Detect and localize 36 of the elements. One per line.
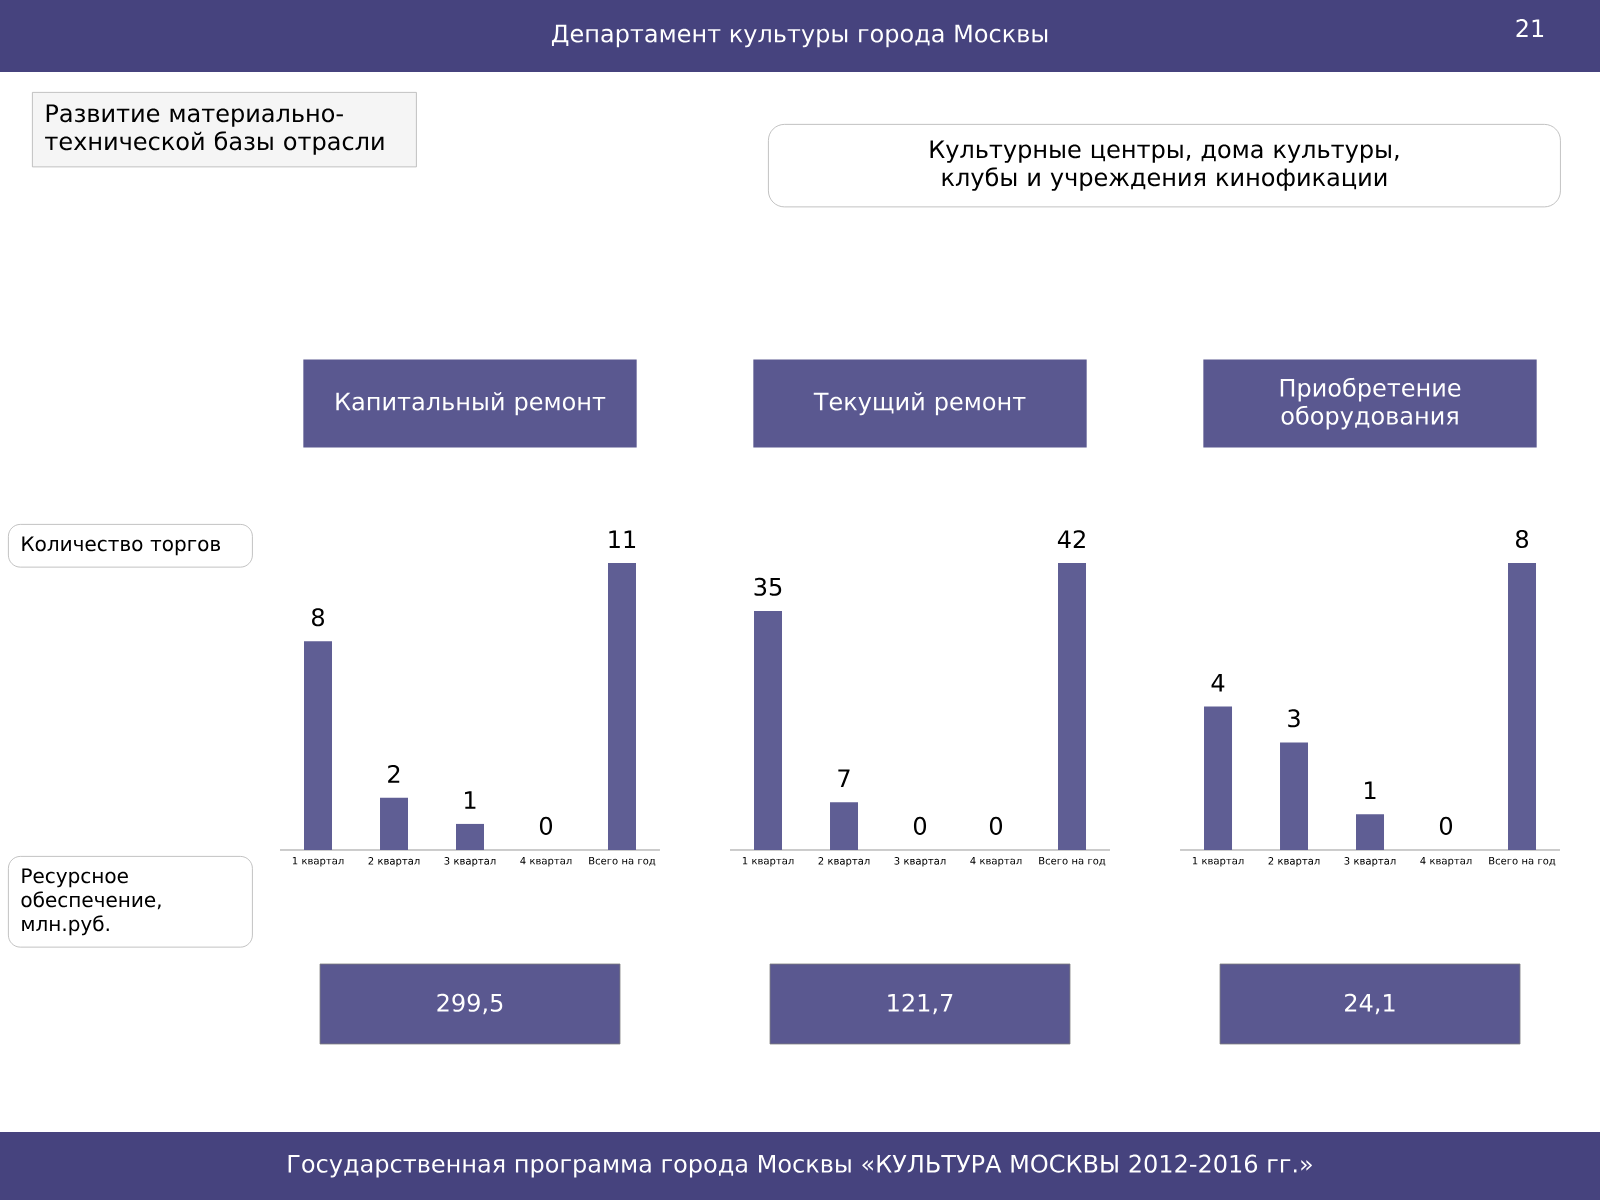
text: Государственная программа города Москвы «КУЛЬТУРА МОСКВЫ 2012-2016 гг.» (288, 1154, 1312, 1178)
text: Развитие материально-технической базы отрасли (45, 104, 384, 155)
data-label: 8 (1516, 529, 1528, 549)
text: 24,1 (1345, 993, 1395, 1015)
data-label: 35 (754, 577, 782, 596)
bar (380, 797, 408, 850)
data-label: 3 (1288, 709, 1300, 728)
data-label: 0 (1439, 816, 1453, 835)
data-label: 8 (312, 608, 324, 627)
bar (304, 641, 333, 850)
text: 121,7 (888, 993, 953, 1015)
data-label: 0 (913, 816, 927, 835)
text: Ресурсное обеспечение, млн.руб. (21, 868, 161, 936)
bar (1356, 814, 1385, 850)
chart-title: Приобретение оборудования (1280, 377, 1461, 430)
text: 299,5 (437, 993, 503, 1015)
bar (456, 823, 485, 850)
data-label: 1 (465, 791, 476, 809)
bar (608, 563, 636, 850)
text: Количество торгов (22, 536, 221, 556)
chart-title: Текущий ремонт (813, 391, 1026, 416)
data-label: 1 (1365, 781, 1376, 800)
data-label: 42 (1057, 530, 1085, 549)
chart-title: Капитальный ремонт (336, 391, 606, 416)
bar (1508, 563, 1537, 850)
data-label: 4 (1211, 673, 1225, 692)
text: Культурные центры, дома культуры, клубы и учреждения кинофикации (930, 140, 1399, 191)
text: 21 (1516, 19, 1544, 37)
bar (1204, 706, 1233, 850)
data-label: 2 (388, 764, 400, 783)
data-label: 0 (989, 816, 1003, 835)
data-label: 11 (609, 530, 636, 549)
text: Департамент культуры города Москвы (551, 24, 1048, 48)
bar (1280, 742, 1309, 850)
data-label: 7 (838, 769, 850, 788)
data-label: 0 (539, 816, 553, 835)
